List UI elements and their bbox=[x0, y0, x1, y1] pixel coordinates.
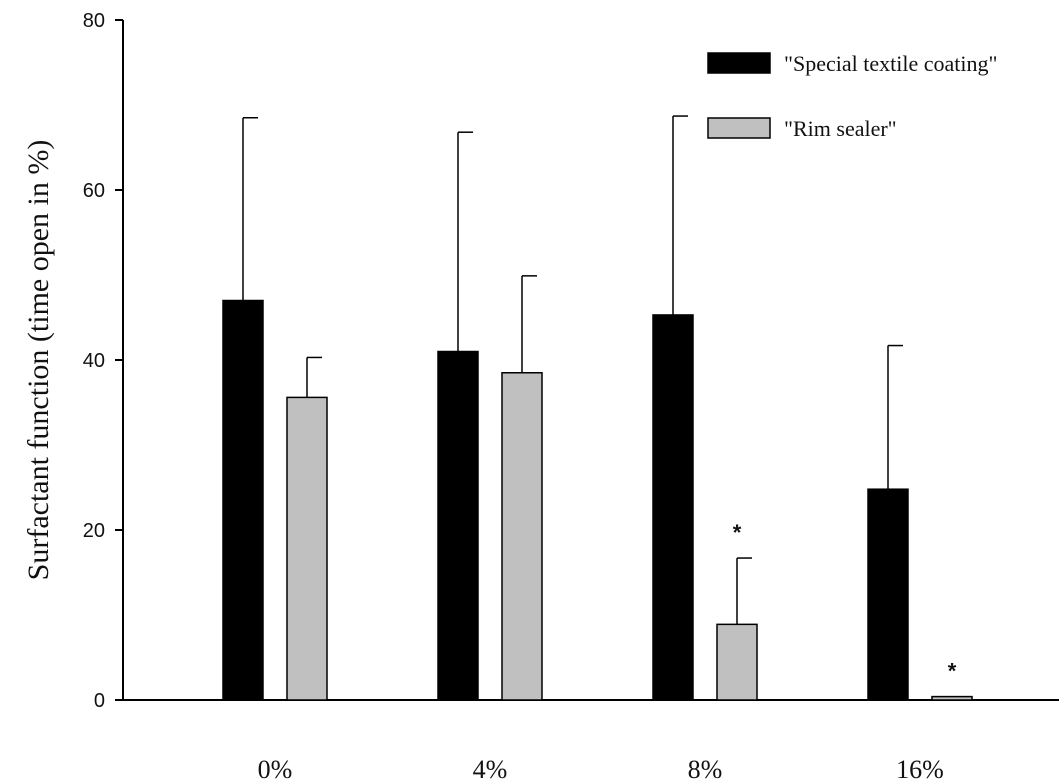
y-tick-label: 80 bbox=[83, 10, 105, 32]
bar-series-1-0pct bbox=[222, 299, 264, 701]
y-tick-label: 20 bbox=[83, 520, 105, 542]
bar-series-2-16pct bbox=[931, 695, 973, 701]
y-tick-label: 0 bbox=[94, 690, 105, 712]
bar-series-2-4pct bbox=[501, 372, 543, 701]
x-category-label: 4% bbox=[473, 755, 508, 783]
axes: 0 20 40 60 80 bbox=[83, 10, 1059, 712]
x-category-label: 8% bbox=[688, 755, 723, 783]
bar-series-1-4pct bbox=[437, 350, 479, 701]
bar-series-2-0pct bbox=[286, 396, 328, 701]
bar-series-1-8pct bbox=[652, 314, 694, 701]
legend: "Special textile coating" "Rim sealer" bbox=[707, 51, 997, 141]
significance-marker: * bbox=[948, 659, 957, 684]
x-category-label: 16% bbox=[896, 755, 944, 783]
bar-series-2-8pct bbox=[716, 623, 758, 701]
bar-series-1-16pct bbox=[867, 488, 909, 701]
y-tick-label: 60 bbox=[83, 180, 105, 202]
legend-swatch bbox=[707, 52, 771, 74]
y-axis-label: Surfactant function (time open in %) bbox=[22, 140, 55, 581]
legend-label: "Rim sealer" bbox=[784, 116, 897, 141]
legend-swatch bbox=[707, 117, 771, 139]
significance-marker: * bbox=[733, 520, 742, 545]
legend-label: "Special textile coating" bbox=[784, 51, 997, 76]
bars bbox=[222, 115, 973, 701]
labels: Surfactant function (time open in %) 0% 4… bbox=[22, 140, 957, 783]
y-tick-label: 40 bbox=[83, 350, 105, 372]
x-category-label: 0% bbox=[258, 755, 293, 783]
